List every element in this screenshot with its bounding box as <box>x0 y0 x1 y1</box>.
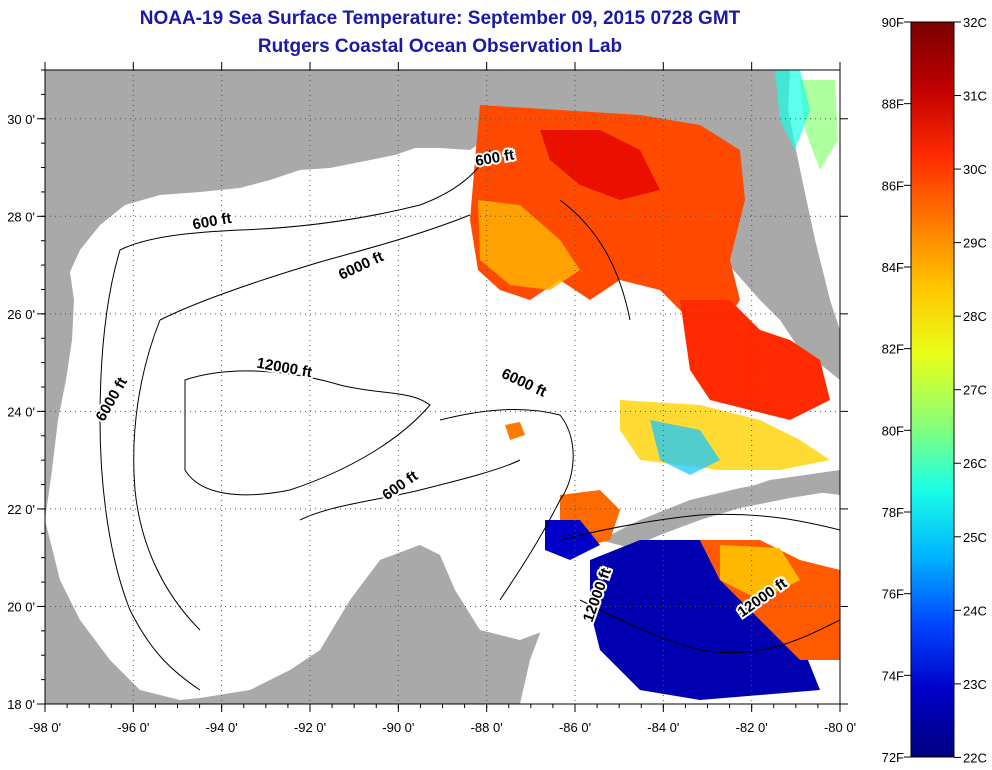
x-tick-label: -96 0' <box>117 720 149 735</box>
colorbar-f-label: 84F <box>882 260 904 275</box>
colorbar-c-label: 29C <box>963 236 987 251</box>
x-tick-label: -88 0' <box>471 720 503 735</box>
colorbar-c-label: 31C <box>963 89 987 104</box>
colorbar-c-label: 28C <box>963 309 987 324</box>
y-tick-label: 26 0' <box>7 307 35 322</box>
y-tick-label: 24 0' <box>7 404 35 419</box>
y-tick-label: 22 0' <box>7 502 35 517</box>
bathymetry-contours <box>99 149 840 691</box>
axis-tick-labels: -98 0' -96 0' -94 0' -92 0' -90 0' -88 0' -86 … <box>7 112 856 735</box>
colorbar-f-label: 78F <box>882 505 904 520</box>
sst-data <box>470 70 840 700</box>
colorbar-f-label: 74F <box>882 668 904 683</box>
y-tick-label: 28 0' <box>7 209 35 224</box>
x-tick-label: -84 0' <box>647 720 679 735</box>
chart-title: NOAA-19 Sea Surface Temperature: Septemb… <box>139 8 741 29</box>
colorbar-c-label: 30C <box>963 162 987 177</box>
x-tick-label: -90 0' <box>382 720 414 735</box>
y-tick-label: 18 0' <box>7 697 35 712</box>
colorbar-c-label: 32C <box>963 15 987 30</box>
grid-lines <box>45 70 840 704</box>
chart-subtitle: Rutgers Coastal Ocean Observation Lab <box>257 36 623 57</box>
colorbar-c-label: 25C <box>963 530 987 545</box>
x-tick-label: -82 0' <box>736 720 768 735</box>
yucatan-land <box>330 545 500 704</box>
colorbar-labels: 90F 88F 86F 84F 82F 80F 78F 76F 74F 72F 32C 31C 30C 2… <box>882 15 987 765</box>
colorbar-ticks <box>904 21 961 758</box>
colorbar-f-label: 88F <box>882 97 904 112</box>
colorbar-f-label: 90F <box>882 15 904 30</box>
x-tick-label: -94 0' <box>206 720 238 735</box>
colorbar-c-label: 26C <box>963 456 987 471</box>
y-tick-label: 20 0' <box>7 599 35 614</box>
x-tick-label: -80 0' <box>824 720 856 735</box>
colorbar-f-label: 82F <box>882 342 904 357</box>
colorbar-f-label: 86F <box>882 178 904 193</box>
colorbar-f-label: 76F <box>882 587 904 602</box>
colorbar-c-label: 23C <box>963 677 987 692</box>
y-tick-label: 30 0' <box>7 112 35 127</box>
colorbar-f-label: 80F <box>882 423 904 438</box>
colorbar-c-label: 22C <box>963 750 987 765</box>
florida-land <box>735 70 832 360</box>
colorbar-f-label: 72F <box>882 750 904 765</box>
colorbar <box>910 21 955 758</box>
x-tick-label: -98 0' <box>29 720 61 735</box>
colorbar-c-label: 24C <box>963 603 987 618</box>
x-tick-label: -86 0' <box>559 720 591 735</box>
axis-ticks <box>37 62 848 712</box>
colorbar-c-label: 27C <box>963 383 987 398</box>
x-tick-label: -92 0' <box>294 720 326 735</box>
